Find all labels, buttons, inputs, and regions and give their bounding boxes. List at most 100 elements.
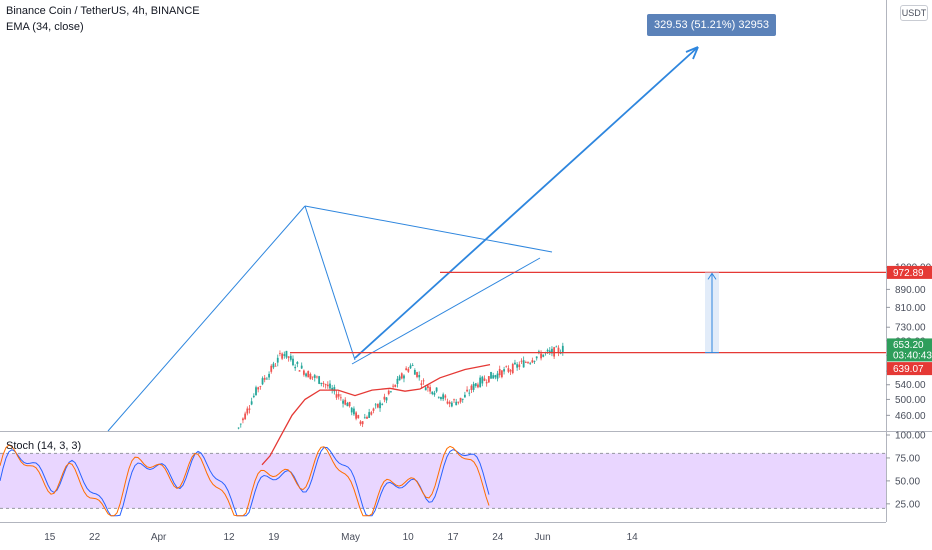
candle-body: [431, 391, 434, 394]
candle-body: [555, 346, 558, 348]
stoch-tick-label: 100.00: [895, 431, 926, 442]
time-tick-label: 15: [44, 532, 56, 543]
time-tick-label: Jun: [535, 532, 551, 543]
candle-body: [416, 372, 418, 378]
candle-body: [374, 404, 377, 406]
candle-body: [516, 364, 519, 368]
candle-body: [487, 376, 490, 383]
chart-title: Binance Coin / TetherUS, 4h, BINANCE: [6, 5, 200, 17]
candle-body: [481, 376, 484, 384]
candle-body: [524, 362, 527, 363]
candle-body: [551, 348, 553, 354]
candle-body: [292, 358, 294, 366]
candle-body: [435, 387, 438, 392]
candle-body: [535, 356, 538, 359]
candle-body: [494, 375, 497, 378]
measure-label: 329.53 (51.21%) 32953: [647, 14, 776, 36]
support-price-tag: [887, 362, 932, 376]
candle-body: [244, 413, 247, 420]
candle-body: [500, 370, 503, 378]
candle-body: [483, 378, 486, 381]
candle-body: [466, 389, 468, 392]
candle-body: [296, 362, 299, 364]
candle-body: [420, 383, 423, 385]
candle-body: [322, 383, 325, 384]
candle-body: [437, 396, 440, 398]
trendline-pullback: [304, 205, 356, 361]
candle-body: [309, 373, 312, 380]
candle-body: [368, 412, 371, 418]
stoch-tick-label: 50.00: [895, 476, 920, 487]
candle-body: [470, 385, 473, 390]
candle-body: [385, 397, 388, 401]
candle-body: [492, 375, 495, 379]
time-tick-label: 10: [403, 532, 415, 543]
candle-body: [326, 384, 329, 387]
candle-body: [248, 408, 251, 410]
candle-body: [285, 350, 288, 358]
stoch-legend: Stoch (14, 3, 3): [6, 440, 82, 452]
candle-body: [361, 421, 364, 425]
candle-body: [302, 370, 305, 375]
candle-body: [518, 364, 521, 368]
candle-body: [400, 373, 403, 379]
candle-body: [561, 345, 564, 353]
candles: [237, 342, 564, 430]
candle-body: [507, 368, 510, 372]
candle-body: [316, 376, 318, 378]
support-price-text: 639.07: [893, 364, 924, 375]
candle-body: [265, 378, 268, 380]
candle-body: [261, 378, 264, 385]
candle-body: [252, 395, 255, 398]
candle-body: [239, 423, 242, 425]
candle-body: [396, 378, 399, 384]
candle-body: [427, 385, 429, 389]
candle-body: [453, 399, 455, 401]
candle-body: [333, 387, 336, 392]
candle-body: [537, 351, 540, 353]
candle-body: [446, 401, 449, 404]
time-tick-label: 17: [447, 532, 459, 543]
candle-body: [346, 403, 349, 407]
candle-body: [305, 373, 307, 377]
candle-body: [548, 350, 551, 353]
candle-body: [522, 360, 525, 368]
candle-body: [255, 387, 257, 396]
candle-body: [533, 360, 536, 362]
candle-body: [520, 360, 523, 362]
candle-body: [259, 386, 262, 387]
candle-body: [246, 408, 249, 414]
candle-body: [348, 401, 351, 407]
candle-body: [320, 382, 323, 384]
candle-body: [490, 371, 492, 379]
candle-body: [313, 375, 316, 378]
target-price-text: 972.89: [893, 268, 924, 279]
candle-body: [392, 385, 394, 387]
candle-body: [464, 394, 466, 398]
candle-body: [329, 383, 331, 389]
price-tick-label: 500.00: [895, 395, 926, 406]
stoch-d-line: [0, 444, 490, 517]
stoch-tick-label: 25.00: [895, 499, 920, 510]
candle-body: [318, 376, 321, 384]
ema-legend: EMA (34, close): [6, 21, 84, 33]
candle-body: [444, 395, 447, 398]
candle-body: [300, 365, 303, 369]
currency-button[interactable]: USDT: [900, 5, 928, 21]
candle-body: [509, 370, 512, 372]
candle-body: [281, 353, 284, 359]
stoch-k-line: [0, 446, 490, 517]
candle-body: [529, 362, 532, 364]
triangle-upper-line: [304, 205, 553, 253]
candle-body: [411, 365, 414, 366]
stoch-band: [0, 453, 886, 509]
candle-body: [468, 392, 471, 394]
time-tick-label: 14: [627, 532, 639, 543]
candle-body: [331, 387, 334, 390]
candle-body: [359, 421, 362, 424]
candle-body: [344, 399, 347, 405]
candle-body: [511, 363, 514, 374]
price-tick-label: 890.00: [895, 285, 926, 296]
candle-body: [335, 394, 338, 398]
